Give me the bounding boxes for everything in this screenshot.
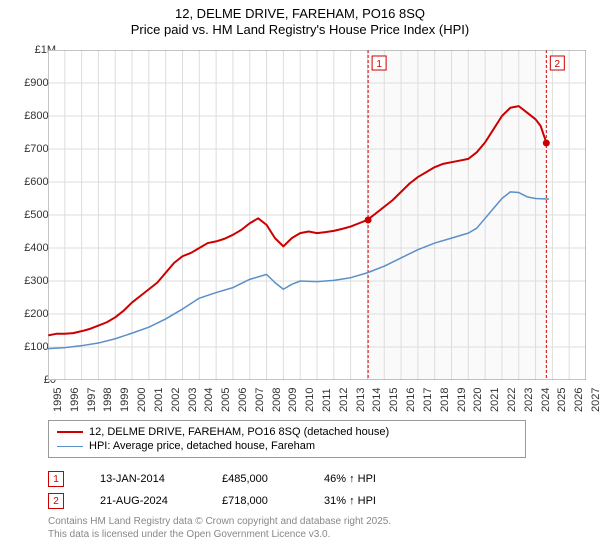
x-tick-label: 2017 [422, 388, 434, 412]
x-tick-label: 2027 [590, 388, 600, 412]
x-tick-label: 2024 [540, 388, 552, 412]
x-tick-label: 2002 [170, 388, 182, 412]
x-tick-label: 2011 [321, 388, 333, 412]
x-tick-label: 2001 [153, 388, 165, 412]
marker-pct-1: 46% ↑ HPI [324, 473, 404, 485]
legend-label-hpi: HPI: Average price, detached house, Fare… [89, 440, 315, 452]
x-tick-label: 1999 [119, 388, 131, 412]
marker-row-1: 1 13-JAN-2014 £485,000 46% ↑ HPI [48, 468, 404, 490]
marker-date-2: 21-AUG-2024 [100, 495, 186, 507]
x-tick-label: 2018 [439, 388, 451, 412]
footer: Contains HM Land Registry data © Crown c… [48, 516, 391, 541]
x-tick-label: 2008 [271, 388, 283, 412]
legend-item-price-paid: 12, DELME DRIVE, FAREHAM, PO16 8SQ (deta… [57, 425, 517, 439]
marker-price-1: £485,000 [222, 473, 288, 485]
line-chart: 12 [48, 50, 586, 380]
legend: 12, DELME DRIVE, FAREHAM, PO16 8SQ (deta… [48, 420, 526, 458]
x-tick-label: 2003 [187, 388, 199, 412]
marker-date-1: 13-JAN-2014 [100, 473, 186, 485]
footer-line-1: Contains HM Land Registry data © Crown c… [48, 516, 391, 529]
x-tick-label: 1995 [52, 388, 64, 412]
x-tick-label: 1998 [102, 388, 114, 412]
chart-container: 12, DELME DRIVE, FAREHAM, PO16 8SQ Price… [0, 0, 600, 560]
svg-text:1: 1 [376, 59, 382, 70]
x-tick-label: 2026 [573, 388, 585, 412]
x-tick-label: 2014 [371, 388, 383, 412]
x-tick-label: 2023 [523, 388, 535, 412]
title-line-1: 12, DELME DRIVE, FAREHAM, PO16 8SQ [0, 6, 600, 22]
x-tick-label: 2012 [338, 388, 350, 412]
title-line-2: Price paid vs. HM Land Registry's House … [0, 22, 600, 38]
footer-line-2: This data is licensed under the Open Gov… [48, 529, 391, 542]
x-tick-label: 2020 [472, 388, 484, 412]
marker-box-1: 1 [48, 471, 64, 487]
x-tick-label: 2010 [304, 388, 316, 412]
x-tick-label: 2016 [405, 388, 417, 412]
x-tick-label: 2013 [355, 388, 367, 412]
marker-box-2: 2 [48, 493, 64, 509]
x-tick-label: 2007 [254, 388, 266, 412]
svg-text:2: 2 [555, 59, 561, 70]
title-block: 12, DELME DRIVE, FAREHAM, PO16 8SQ Price… [0, 0, 600, 39]
x-tick-label: 2000 [136, 388, 148, 412]
x-tick-label: 2022 [506, 388, 518, 412]
x-tick-label: 1996 [69, 388, 81, 412]
x-tick-label: 2025 [556, 388, 568, 412]
legend-swatch-hpi [57, 446, 83, 447]
x-tick-label: 2021 [489, 388, 501, 412]
marker-price-2: £718,000 [222, 495, 288, 507]
legend-swatch-price-paid [57, 431, 83, 433]
x-tick-label: 2015 [388, 388, 400, 412]
x-tick-label: 2006 [237, 388, 249, 412]
x-tick-label: 2009 [287, 388, 299, 412]
marker-table: 1 13-JAN-2014 £485,000 46% ↑ HPI 2 21-AU… [48, 468, 404, 512]
x-tick-label: 2004 [203, 388, 215, 412]
legend-label-price-paid: 12, DELME DRIVE, FAREHAM, PO16 8SQ (deta… [89, 426, 389, 438]
marker-row-2: 2 21-AUG-2024 £718,000 31% ↑ HPI [48, 490, 404, 512]
x-tick-label: 2019 [456, 388, 468, 412]
x-tick-label: 2005 [220, 388, 232, 412]
marker-pct-2: 31% ↑ HPI [324, 495, 404, 507]
x-tick-label: 1997 [86, 388, 98, 412]
legend-item-hpi: HPI: Average price, detached house, Fare… [57, 439, 517, 453]
